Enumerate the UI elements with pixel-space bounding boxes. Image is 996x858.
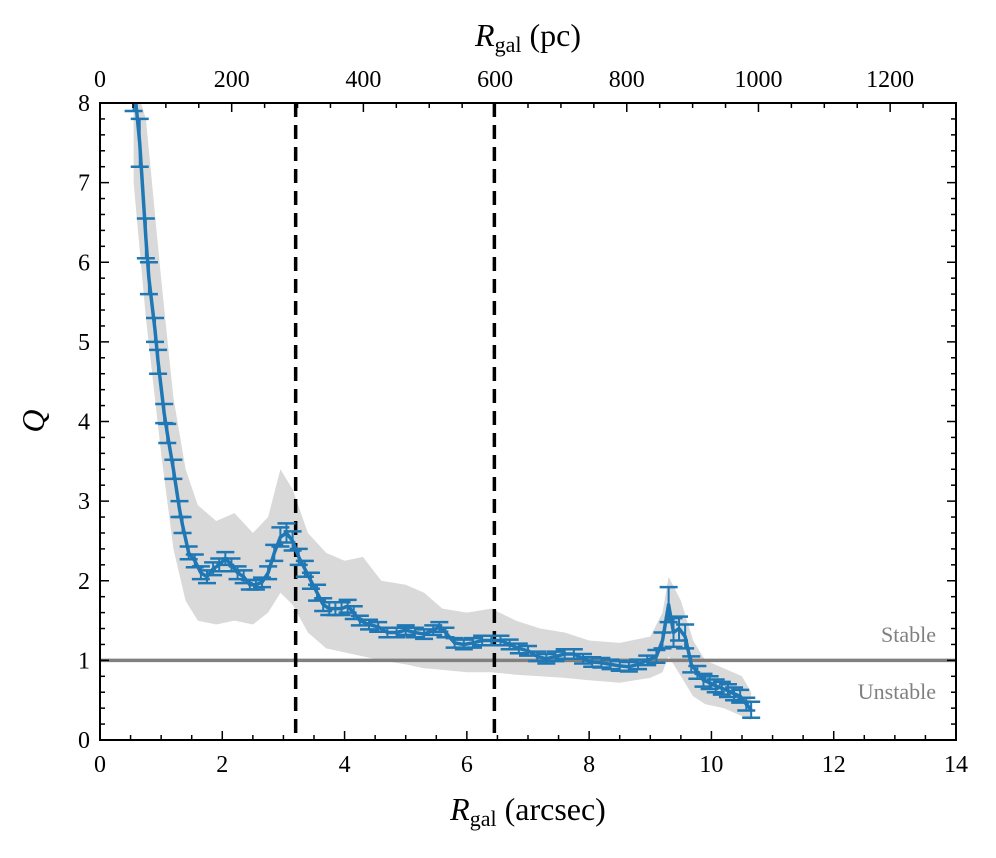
q-data-point xyxy=(742,700,761,719)
q-data-point xyxy=(164,458,183,481)
uncertainty-band xyxy=(133,103,752,721)
q-data-point xyxy=(369,620,388,633)
y-axis-title: Q xyxy=(15,409,51,432)
top-tick-label: 1200 xyxy=(866,67,914,93)
q-data-point xyxy=(387,626,406,639)
q-data-point xyxy=(574,652,593,665)
uncertainty-band-area xyxy=(133,103,752,721)
q-data-point xyxy=(519,644,537,657)
y-tick-label: 6 xyxy=(78,250,90,276)
q-data-point xyxy=(546,650,565,663)
x-tick-label: 0 xyxy=(94,752,106,778)
q-data-point xyxy=(173,515,192,535)
top-axis-title: Rgal (pc) xyxy=(474,17,581,57)
top-tick-label: 1000 xyxy=(734,67,782,93)
q-data-point xyxy=(653,631,672,650)
q-data-point xyxy=(415,628,434,641)
q-data-point xyxy=(491,634,510,647)
y-tick-label: 4 xyxy=(78,410,90,436)
q-data-point xyxy=(259,565,278,581)
x-axis-title: Rgal (arcsec) xyxy=(449,791,606,831)
top-tick-label: 0 xyxy=(94,67,106,93)
plot-frame xyxy=(99,102,957,741)
q-data-point xyxy=(350,614,369,627)
q-series xyxy=(124,103,761,719)
tick-labels: 0 2 4 6 8 10 12 140 200 400 600 800 1000 120001234567… xyxy=(78,67,968,778)
q-data-point xyxy=(139,261,158,296)
x-tick-label: 4 xyxy=(339,752,351,778)
annotation-stable: Stable xyxy=(881,622,936,647)
x-tick-label: 10 xyxy=(699,752,723,778)
q-data-point xyxy=(676,623,695,650)
q-data-point xyxy=(445,636,464,649)
q-data-point xyxy=(564,647,583,661)
x-tick-label: 14 xyxy=(944,752,968,778)
q-data-point xyxy=(360,618,379,631)
y-tick-label: 3 xyxy=(78,489,90,515)
reference-lines xyxy=(100,103,956,740)
q-data-point xyxy=(537,652,556,665)
q-data-point xyxy=(528,650,547,663)
q-data-point xyxy=(149,348,168,375)
q-data-point xyxy=(619,660,638,673)
x-tick-label: 2 xyxy=(216,752,228,778)
q-data-point xyxy=(647,648,666,665)
q-data-point xyxy=(130,117,149,168)
q-data-point xyxy=(405,626,424,639)
q-data-point xyxy=(146,316,165,344)
top-tick-label: 800 xyxy=(609,67,645,93)
x-tick-label: 6 xyxy=(461,752,473,778)
q-data-point xyxy=(500,638,519,651)
top-tick-label: 200 xyxy=(214,67,250,93)
top-tick-label: 600 xyxy=(477,67,513,93)
top-tick-label: 400 xyxy=(345,67,381,93)
q-data-point xyxy=(124,103,143,113)
y-tick-label: 5 xyxy=(78,330,90,356)
annotation-unstable: Unstable xyxy=(858,679,936,704)
x-tick-label: 8 xyxy=(583,752,595,778)
y-tick-label: 7 xyxy=(78,171,90,197)
q-data-point xyxy=(601,658,620,671)
q-data-point xyxy=(659,585,678,624)
x-tick-label: 12 xyxy=(822,752,846,778)
y-tick-label: 2 xyxy=(78,569,90,595)
y-tick-label: 0 xyxy=(78,728,90,754)
q-data-point xyxy=(463,636,482,649)
q-data-point xyxy=(737,696,756,712)
q-data-point xyxy=(592,656,611,669)
q-data-point xyxy=(509,642,528,655)
y-tick-label: 1 xyxy=(78,648,90,674)
q-data-point xyxy=(396,624,415,637)
q-data-point xyxy=(454,638,473,651)
q-data-point xyxy=(136,217,155,260)
q-data-point xyxy=(158,422,177,445)
q-data-point xyxy=(638,654,657,667)
y-tick-label: 8 xyxy=(78,91,90,117)
q-data-point xyxy=(629,658,648,671)
